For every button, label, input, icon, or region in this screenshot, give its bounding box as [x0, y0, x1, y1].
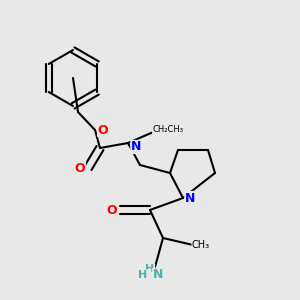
Text: CH₃: CH₃ — [192, 240, 210, 250]
Text: O: O — [75, 161, 85, 175]
Text: N: N — [131, 140, 141, 154]
Text: N: N — [153, 268, 163, 281]
Text: H: H — [138, 270, 148, 280]
Text: H: H — [146, 264, 154, 274]
Text: O: O — [107, 203, 117, 217]
Text: N: N — [185, 191, 195, 205]
Text: CH₂CH₃: CH₂CH₃ — [152, 125, 184, 134]
Text: O: O — [98, 124, 108, 136]
